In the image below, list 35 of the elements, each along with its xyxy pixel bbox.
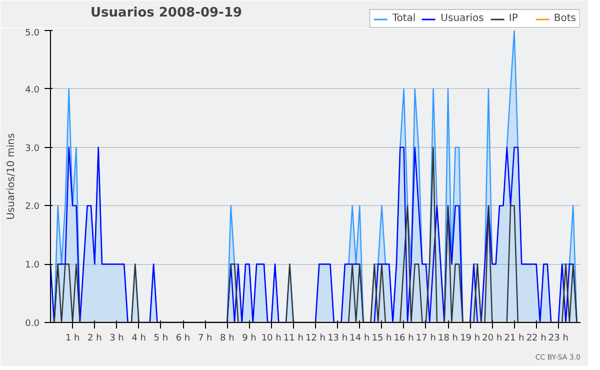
x-tick-label: 15 h: [372, 334, 392, 344]
x-tick-label: 18 h: [438, 334, 458, 344]
x-tick-label: 20 h: [482, 334, 502, 344]
x-tick-label: 1 h: [65, 334, 80, 344]
y-tick-label: 2.0: [25, 202, 40, 212]
x-tick-label: 23 h: [548, 334, 568, 344]
x-tick-label: 12 h: [305, 334, 326, 344]
x-tick-label: 6 h: [176, 334, 190, 344]
y-tick-label: 1.0: [25, 260, 40, 271]
legend-label: Usuarios: [440, 13, 484, 24]
y-tick-label: 0.0: [25, 319, 40, 329]
legend-label: Total: [392, 13, 416, 24]
x-tick-label: 21 h: [504, 334, 524, 344]
y-tick-label: 4.0: [25, 85, 40, 96]
x-tick-label: 11 h: [283, 334, 304, 344]
y-axis-title: Usuarios/10 mins: [6, 133, 18, 220]
x-tick-label: 16 h: [394, 334, 414, 344]
legend-label: IP: [508, 13, 519, 24]
x-tick-label: 8 h: [220, 334, 234, 344]
x-tick-label: 19 h: [460, 334, 480, 344]
legend-label: Bots: [554, 13, 576, 24]
x-tick-label: 7 h: [198, 334, 212, 344]
x-tick-label: 2 h: [88, 334, 102, 344]
x-tick-label: 14 h: [350, 334, 370, 344]
x-tick-label: 22 h: [526, 334, 546, 344]
chart-title: Usuarios 2008-09-19: [90, 6, 242, 20]
x-tick-label: 5 h: [154, 334, 168, 344]
x-tick-label: 13 h: [328, 334, 348, 344]
y-tick-label: 3.0: [25, 144, 40, 154]
x-tick-label: 10 h: [261, 334, 282, 344]
y-tick-label: 5.0: [25, 28, 40, 38]
x-tick-label: 3 h: [110, 334, 124, 344]
x-tick-label: 17 h: [416, 334, 436, 344]
x-tick-label: 4 h: [132, 334, 146, 344]
x-tick-label: 9 h: [242, 334, 256, 344]
